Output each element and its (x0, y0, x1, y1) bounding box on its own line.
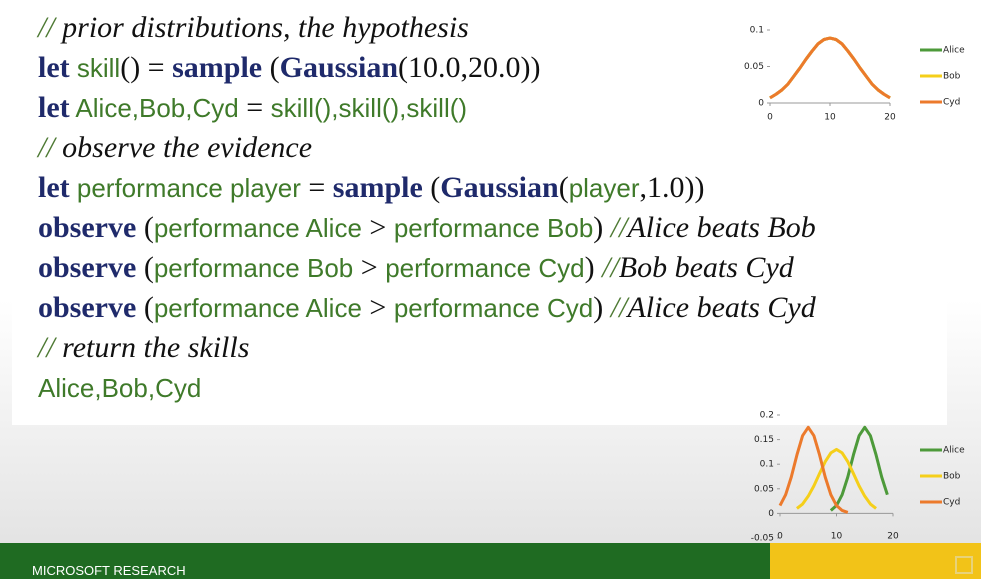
code-token: ( (136, 211, 154, 244)
code-line: observe (performance Alice > performance… (38, 208, 816, 248)
x-tick-label: 20 (884, 113, 896, 123)
x-tick-label: 0 (767, 113, 773, 123)
x-tick-label: 20 (887, 532, 899, 542)
code-line: // prior distributions, the hypothesis (38, 8, 469, 48)
code-token: // (610, 211, 628, 244)
code-token: Gaussian (440, 171, 559, 204)
code-box: // prior distributions, the hypothesis le… (12, 0, 947, 425)
legend-label: Cyd (943, 98, 960, 108)
code-token: player (568, 173, 640, 203)
code-token: Gaussian (279, 51, 398, 84)
code-token: ,1.0)) (639, 171, 705, 204)
code-token: prior distributions, the hypothesis (54, 11, 469, 44)
code-token: return the skills (54, 331, 250, 364)
code-token: > (353, 251, 386, 284)
code-token: ) (593, 291, 611, 324)
code-line: // return the skills (38, 328, 249, 368)
code-token: ) (593, 211, 611, 244)
code-token: observe the evidence (54, 131, 313, 164)
legend-label: Alice (943, 446, 965, 456)
legend-label: Bob (943, 472, 961, 482)
code-token: ( (136, 291, 154, 324)
y-tick-label: 0.05 (744, 62, 764, 72)
code-token: = (238, 91, 271, 124)
y-tick-label: 0.15 (754, 435, 774, 445)
code-token: performance player (69, 173, 301, 203)
code-token: // (602, 251, 619, 284)
code-token: sample (172, 51, 263, 84)
legend-label: Cyd (943, 498, 960, 508)
y-tick-label: 0.2 (760, 411, 774, 421)
code-token: = (300, 171, 333, 204)
series-line (769, 36, 891, 100)
code-line: observe (performance Alice > performance… (38, 288, 816, 328)
code-token: Alice,Bob,Cyd (38, 373, 202, 403)
code-line: let Alice,Bob,Cyd = skill(),skill(),skil… (38, 88, 467, 128)
code-token: performance Cyd (393, 293, 594, 323)
code-token: performance Alice (153, 293, 362, 323)
series-line (829, 425, 889, 512)
code-token: Alice beats Cyd (627, 291, 816, 324)
footer-accent (770, 543, 981, 579)
y-tick-label: -0.05 (751, 534, 774, 544)
code-token: performance Bob (393, 213, 594, 243)
code-token: observe (38, 211, 137, 244)
footer-text: MICROSOFT RESEARCH (32, 563, 186, 578)
legend-label: Bob (943, 72, 961, 82)
code-token: skill(),skill(),skill() (270, 93, 468, 123)
code-token: // (38, 11, 55, 44)
code-token: ( (136, 251, 154, 284)
code-token: let (38, 171, 70, 204)
code-token: ( (262, 51, 280, 84)
footer-bar (0, 543, 770, 579)
icon (955, 556, 973, 574)
code-token: Alice,Bob,Cyd (69, 93, 239, 123)
code-token: ( (422, 171, 441, 204)
y-tick-label: 0 (768, 509, 774, 519)
code-token: observe (38, 291, 137, 324)
code-line: let skill() = sample (Gaussian(10.0,20.0… (38, 48, 540, 88)
series-line (778, 425, 849, 514)
code-token: performance Alice (153, 213, 362, 243)
code-token: Alice beats Bob (627, 211, 816, 244)
x-tick-label: 0 (777, 532, 783, 542)
code-line: // observe the evidence (38, 128, 312, 168)
code-token: let (38, 51, 70, 84)
series-line (769, 36, 891, 100)
code-line: observe (performance Bob > performance C… (38, 248, 794, 288)
code-token: Bob beats Cyd (618, 251, 794, 284)
x-tick-label: 10 (824, 113, 836, 123)
y-tick-label: 0.1 (760, 460, 774, 470)
code-token: skill (69, 53, 121, 83)
code-token: // (610, 291, 628, 324)
y-tick-label: 0.05 (754, 484, 774, 494)
code-token: // (38, 331, 55, 364)
prior-chart: 0 0.05 0.1 0 10 20 Alice Bob Cyd (744, 26, 965, 123)
code-token: let (38, 91, 70, 124)
code-token: (10.0,20.0)) (398, 51, 541, 84)
code-line: Alice,Bob,Cyd (38, 368, 201, 408)
series-line (796, 447, 877, 510)
code-token: ) (584, 251, 603, 284)
y-tick-label: 0.1 (750, 26, 764, 36)
code-token: performance Cyd (385, 253, 585, 283)
code-token: performance Bob (153, 253, 354, 283)
x-tick-label: 10 (831, 532, 843, 542)
y-tick-label: 0 (758, 99, 764, 109)
code-token: () = (120, 51, 173, 84)
code-token: sample (332, 171, 423, 204)
code-token: > (361, 211, 394, 244)
code-token: observe (38, 251, 137, 284)
series-line (769, 36, 891, 100)
code-token: // (38, 131, 55, 164)
legend-label: Alice (943, 46, 965, 56)
code-token: > (361, 291, 394, 324)
code-line: let performance player = sample (Gaussia… (38, 168, 705, 208)
code-token: ( (558, 171, 569, 204)
